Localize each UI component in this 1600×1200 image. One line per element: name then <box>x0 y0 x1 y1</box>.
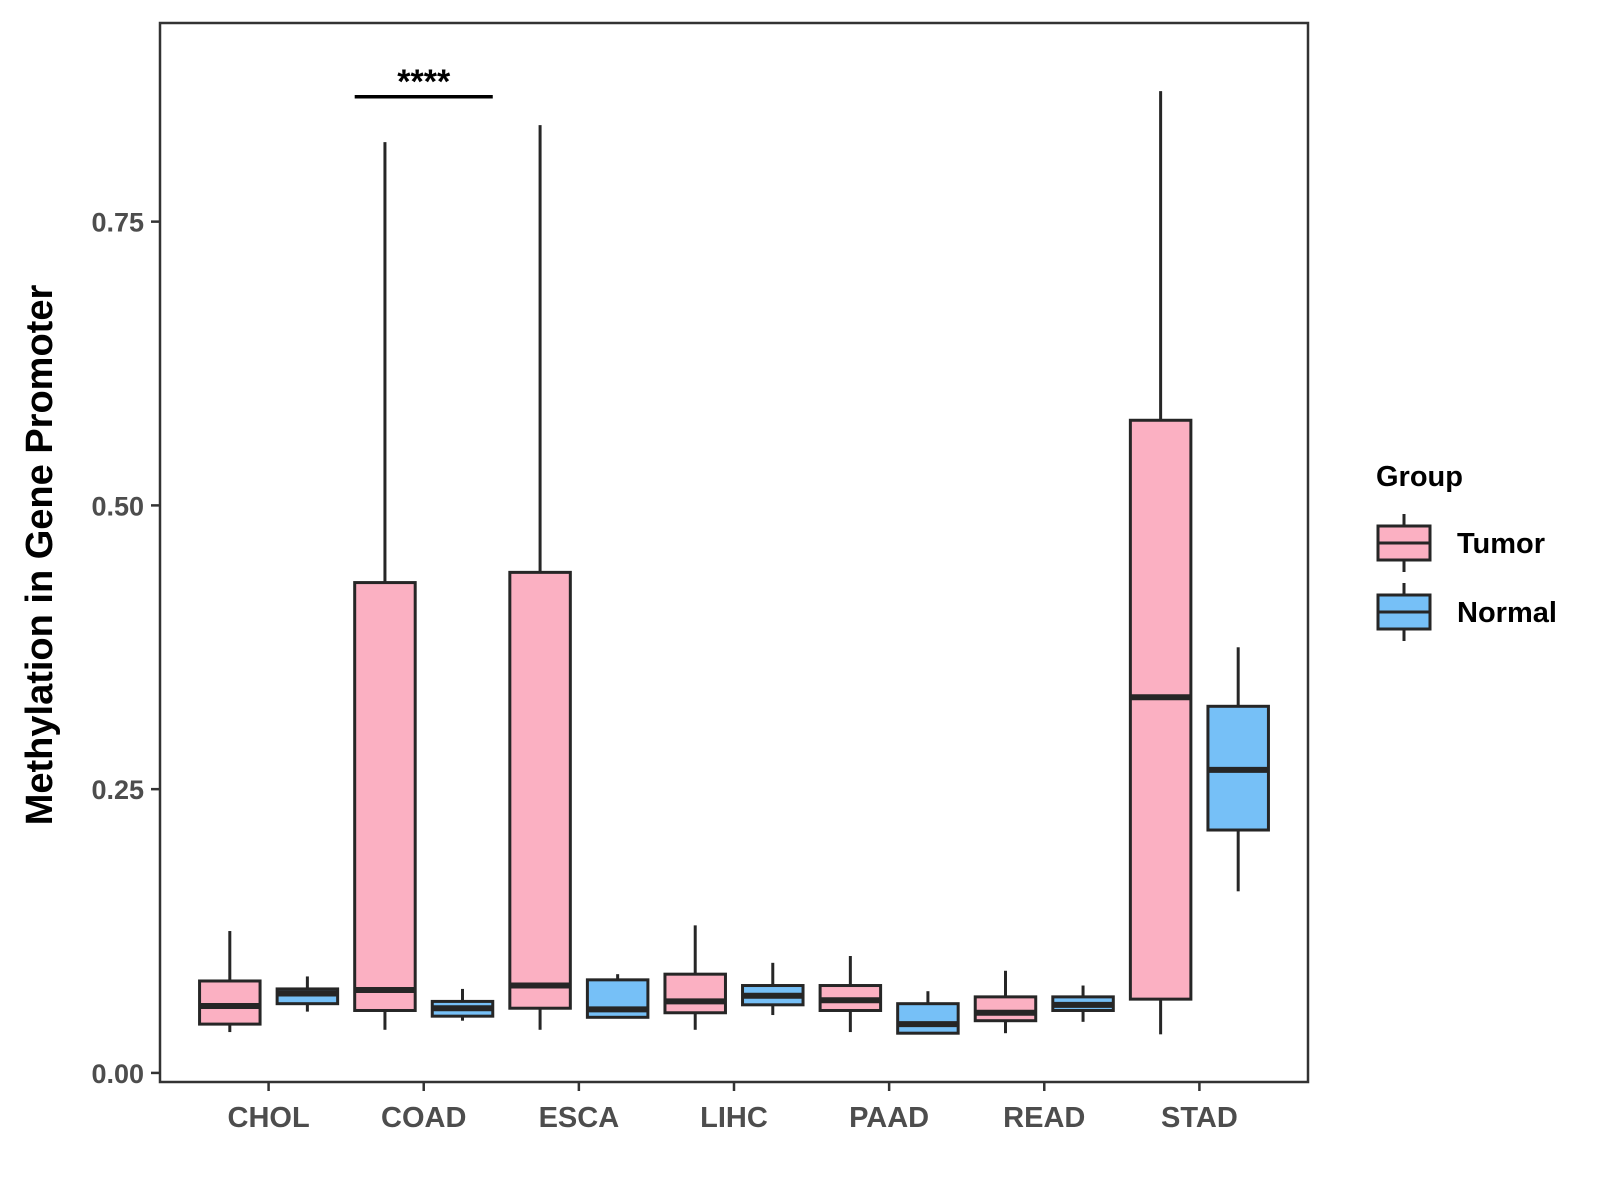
box-series-group <box>198 91 1270 1035</box>
y-tick-label: 0.00 <box>91 1059 144 1089</box>
box-tumor-paad <box>818 956 883 1033</box>
box-tumor-lihc <box>663 925 727 1030</box>
box-tumor-read <box>973 970 1038 1034</box>
y-tick-label: 0.75 <box>91 208 144 238</box>
x-tick-label-lihc: LIHC <box>700 1102 768 1134</box>
box-normal-coad <box>430 988 495 1021</box>
x-tick-label-coad: COAD <box>381 1102 466 1134</box>
legend-label: Tumor <box>1457 528 1545 560</box>
box-normal-paad <box>896 991 960 1035</box>
legend: Group Tumor Normal <box>1376 461 1557 641</box>
box-tumor-esca <box>508 125 572 1030</box>
box-iqr <box>508 570 572 1010</box>
box-normal-stad <box>1206 647 1270 892</box>
x-axis: CHOL COAD ESCA LIHC PAAD READ STAD <box>228 1082 1238 1134</box>
x-tick-label-read: READ <box>1003 1102 1085 1134</box>
y-axis-title: Methylation in Gene Promoter <box>19 285 61 826</box>
box-tumor-chol <box>198 931 262 1033</box>
box-normal-chol <box>275 976 340 1012</box>
legend-entry-normal: Normal <box>1376 583 1557 641</box>
significance-label: **** <box>397 63 451 101</box>
x-tick-label-stad: STAD <box>1161 1102 1238 1134</box>
legend-title: Group <box>1376 461 1463 493</box>
box-tumor-coad <box>353 142 417 1030</box>
box-normal-esca <box>585 974 650 1019</box>
x-tick-label-paad: PAAD <box>849 1102 929 1134</box>
box-iqr <box>973 995 1038 1023</box>
plot-panel <box>158 21 1310 1084</box>
y-tick-label: 0.50 <box>91 491 144 521</box>
box-normal-read <box>1051 985 1115 1022</box>
annotations-group: **** <box>354 63 493 101</box>
box-normal-lihc <box>741 962 805 1016</box>
y-axis: 0.00 0.25 0.50 0.75 <box>91 208 160 1089</box>
x-tick-label-chol: CHOL <box>228 1102 310 1134</box>
box-iqr <box>896 1002 960 1035</box>
y-tick-label: 0.25 <box>91 775 144 805</box>
x-tick-label-esca: ESCA <box>539 1102 620 1134</box>
legend-entry-tumor: Tumor <box>1376 514 1545 572</box>
box-iqr <box>663 972 727 1015</box>
box-tumor-stad <box>1128 91 1193 1035</box>
box-iqr <box>353 581 417 1012</box>
legend-label: Normal <box>1457 597 1557 629</box>
box-iqr <box>198 979 262 1026</box>
box-iqr <box>1128 418 1193 1001</box>
